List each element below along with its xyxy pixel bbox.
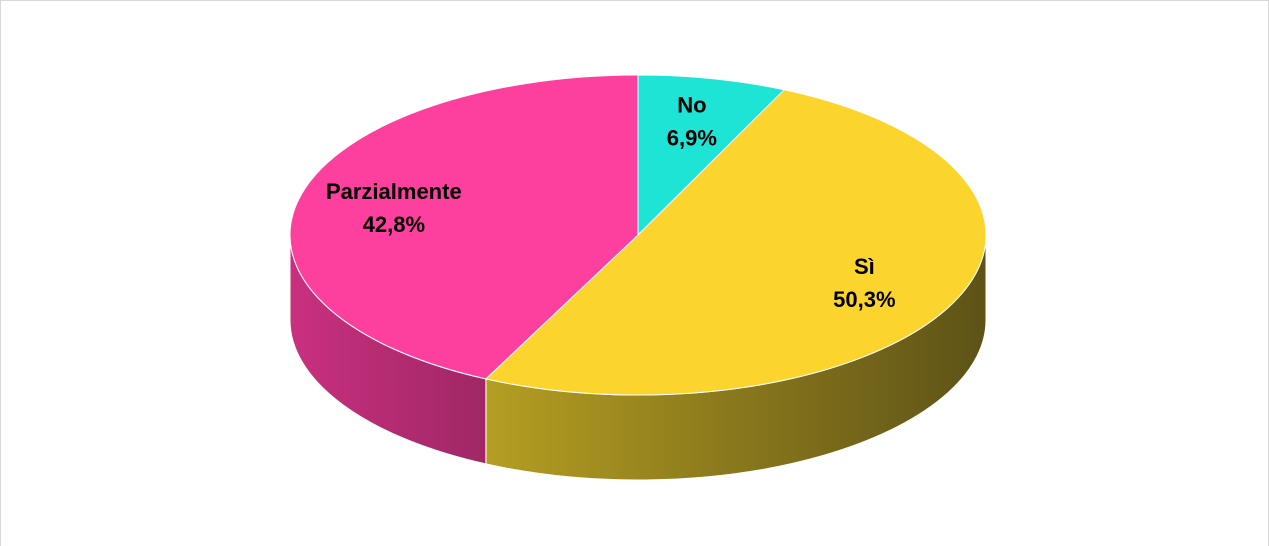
slice-label: Parzialmente [326, 179, 462, 204]
slice-value-label: 50,3% [833, 287, 895, 312]
slice [484, 89, 987, 396]
slice [637, 74, 786, 237]
slice-label: Sì [854, 254, 875, 279]
slice-value-label: 42,8% [363, 212, 425, 237]
slice-label: No [677, 92, 706, 117]
slice [289, 74, 639, 380]
slice-value-label: 6,9% [667, 125, 717, 150]
